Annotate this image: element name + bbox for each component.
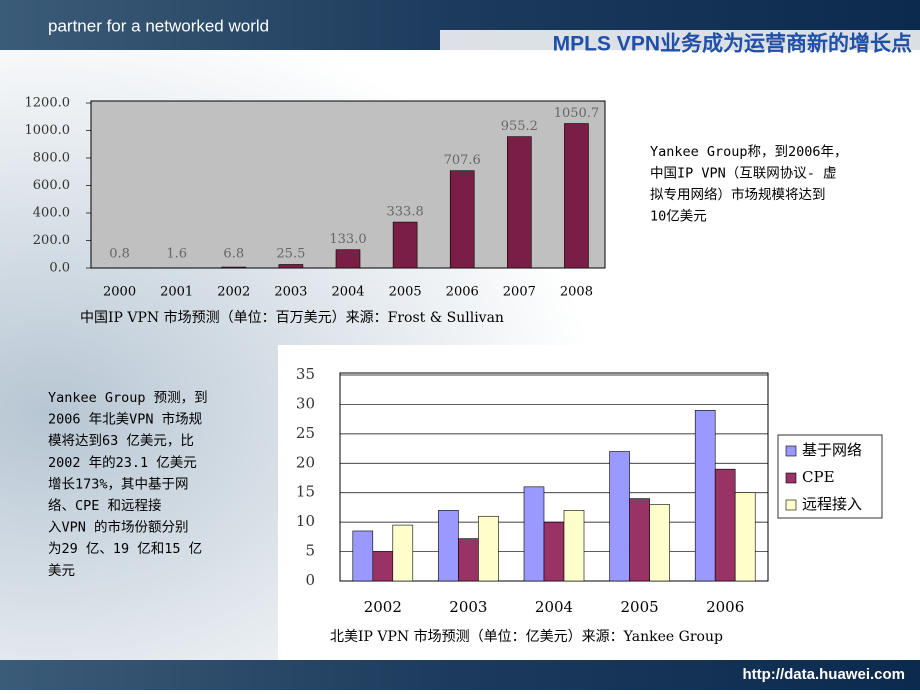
bar [630,499,650,581]
note-line: 美元 [48,563,75,579]
y-tick-label: 20 [296,453,315,471]
note-line: 2002 年的23.1 亿美元 [48,455,197,471]
bar [478,516,498,581]
note-line: 络、CPE 和远程接 [48,497,162,514]
x-tick-label: 2004 [331,285,364,300]
legend-label: CPE [802,468,835,486]
bar [393,222,417,268]
note-line: 模将达到63 亿美元，比 [48,433,194,449]
bar [564,124,588,268]
value-label: 0.8 [109,247,130,262]
x-tick-label: 2005 [389,285,422,300]
bar [393,525,413,581]
note-line: Yankee Group称，到2006年， [650,144,848,160]
bar [458,539,478,581]
legend-label: 远程接入 [802,495,862,513]
value-label: 1050.7 [554,106,600,121]
x-tick-label: 2002 [217,285,250,300]
bar [438,510,458,581]
y-tick-label: 0 [305,571,315,589]
y-tick-label: 5 [305,542,315,560]
note-line: 2006 年北美VPN 市场规 [48,411,202,428]
y-tick-label: 400.0 [33,206,70,221]
x-tick-label: 2000 [103,285,136,300]
bar [353,531,373,581]
note-line: Yankee Group 预测，到 [48,390,208,406]
value-label: 707.6 [444,153,481,168]
chart-caption: 中国IP VPN 市场预测（单位：百万美元）来源：Frost & Sulliva… [80,309,504,326]
note-line: 增长173%，其中基于网 [48,475,189,492]
bar [507,137,531,268]
y-tick-label: 800.0 [33,151,70,166]
tagline: partner for a networked world [48,16,269,35]
value-label: 955.2 [501,119,538,134]
bar [564,510,584,581]
bar [735,493,755,581]
y-tick-label: 1200.0 [25,96,71,111]
footer-url: http://data.huawei.com [742,666,905,683]
slide-title: MPLS VPN业务成为运营商新的增长点 [553,32,912,56]
y-tick-label: 15 [296,483,315,501]
x-tick-label: 2003 [449,598,487,616]
bar [524,487,544,581]
y-tick-label: 0.0 [49,261,70,276]
y-tick-label: 1000.0 [25,123,71,138]
x-tick-label: 2004 [535,598,573,616]
value-label: 25.5 [276,247,305,262]
note-line: 10亿美元 [650,209,707,225]
value-label: 133.0 [329,232,366,247]
x-tick-label: 2006 [446,285,479,300]
bar [610,452,630,581]
x-tick-label: 2007 [503,285,536,300]
chart-caption: 北美IP VPN 市场预测（单位：亿美元）来源：Yankee Group [330,628,723,645]
bar [544,522,564,581]
y-tick-label: 30 [296,394,315,412]
note-line: 入VPN 的市场份额分别 [48,519,189,536]
y-tick-label: 600.0 [33,178,70,193]
bar [222,267,246,268]
y-tick-label: 25 [296,424,315,442]
x-tick-label: 2003 [274,285,307,300]
x-tick-label: 2008 [560,285,593,300]
x-tick-label: 2005 [621,598,659,616]
y-tick-label: 35 [296,365,315,383]
value-label: 6.8 [223,247,244,262]
bar [336,250,360,268]
x-tick-label: 2006 [706,598,744,616]
x-tick-label: 2002 [364,598,402,616]
y-tick-label: 200.0 [33,233,70,248]
bar [279,264,303,268]
x-tick-label: 2001 [160,285,193,300]
bar [695,410,715,581]
legend-swatch [786,473,796,483]
bar [715,469,735,581]
bar [450,171,474,268]
legend-swatch [786,500,796,510]
bar [650,504,670,581]
note-line: 拟专用网络）市场规模将达到 [650,186,826,203]
note-line: 为29 亿、19 亿和15 亿 [48,541,202,557]
value-label: 333.8 [387,205,424,220]
legend-swatch [786,446,796,456]
bar [373,552,393,581]
y-tick-label: 10 [296,512,315,530]
note-line: 中国IP VPN（互联网协议- 虚 [650,166,837,182]
value-label: 1.6 [166,247,187,262]
legend-label: 基于网络 [802,441,862,459]
